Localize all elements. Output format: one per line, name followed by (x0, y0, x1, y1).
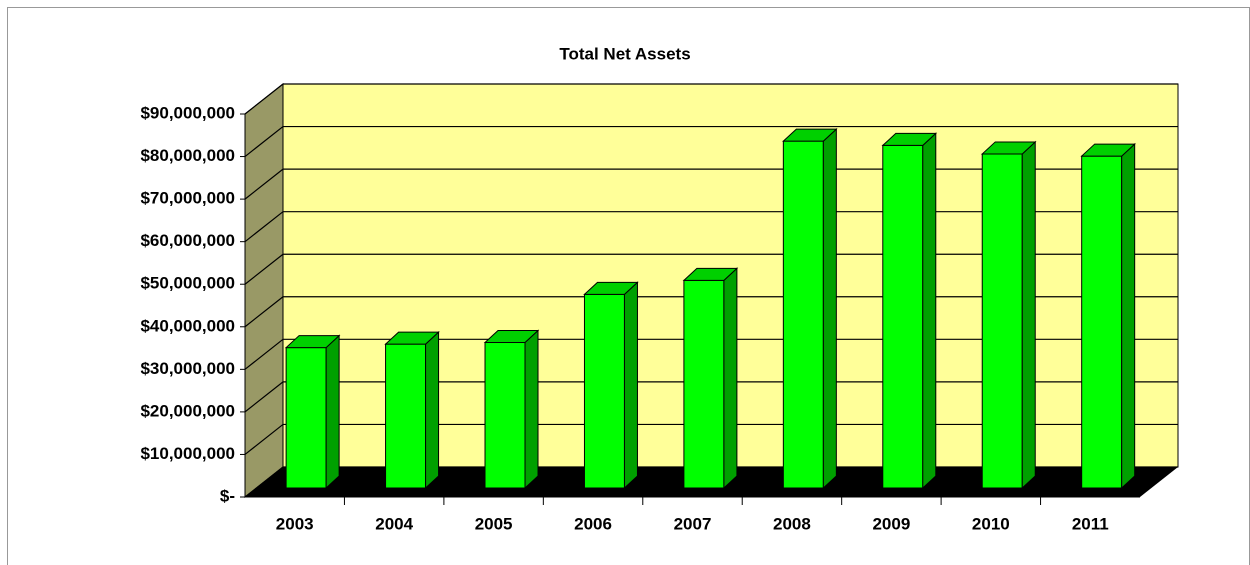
bar-front (981, 153, 1023, 489)
y-tick-label: $70,000,000 (140, 189, 235, 208)
bar (682, 267, 739, 490)
grid-line (244, 253, 1178, 285)
bar (980, 140, 1037, 490)
bar-side (822, 128, 837, 490)
bar (583, 281, 639, 490)
x-tick-label: 2009 (872, 514, 910, 533)
bar-front (1081, 155, 1123, 489)
y-tick-label: $- (220, 486, 235, 505)
x-tick-label: 2007 (674, 514, 712, 533)
grid-line (244, 168, 1178, 200)
y-tick-label: $20,000,000 (140, 401, 235, 420)
bar-side (623, 281, 638, 490)
grid-line (244, 83, 1178, 115)
bar (1080, 142, 1136, 490)
y-tick-label: $90,000,000 (140, 103, 235, 122)
bar (284, 334, 341, 490)
bar (483, 329, 540, 490)
grid-line (244, 125, 1178, 158)
bar-top (1080, 143, 1136, 157)
bar-side (524, 329, 539, 490)
bar-front (583, 293, 625, 489)
bar-side (922, 132, 937, 490)
y-tick-label: $50,000,000 (140, 274, 235, 293)
bar-top (881, 132, 938, 146)
bar-top (284, 335, 341, 349)
bar-front (683, 279, 725, 489)
bar-side (723, 267, 738, 490)
bar-front (285, 347, 327, 489)
bar-top (384, 331, 440, 345)
bar-side (1121, 142, 1136, 490)
bar-front (484, 341, 526, 489)
x-tick-label: 2011 (1072, 514, 1109, 533)
x-tick-label: 2005 (475, 514, 513, 533)
grid-line (244, 423, 1178, 455)
bar-top (980, 141, 1037, 155)
bar-front (782, 140, 824, 489)
bar-side (1021, 140, 1036, 490)
grid-line (244, 338, 1178, 370)
x-tick-label: 2006 (574, 514, 612, 533)
bar-top (782, 128, 838, 142)
bar (782, 128, 838, 490)
chart-title: Total Net Assets (559, 44, 690, 63)
x-tick-label: 2003 (276, 514, 314, 533)
x-tick-label: 2008 (773, 514, 811, 533)
bar (881, 132, 938, 490)
y-tick-label: $80,000,000 (140, 146, 235, 165)
bar-side (425, 331, 440, 490)
bar-front (385, 343, 427, 489)
bar (384, 331, 440, 490)
y-tick-label: $30,000,000 (140, 359, 235, 378)
bar-front (882, 144, 924, 489)
x-tick-label: 2004 (375, 514, 413, 533)
y-tick-label: $10,000,000 (140, 444, 235, 463)
x-tick-label: 2010 (972, 514, 1010, 533)
bar-top (583, 281, 639, 295)
side-wall (244, 82, 284, 499)
bar-top (682, 267, 739, 281)
grid-line (244, 296, 1178, 328)
bar-top (483, 329, 540, 343)
y-tick-label: $40,000,000 (140, 316, 235, 335)
bar-side (325, 334, 340, 490)
grid-line (244, 211, 1178, 243)
y-tick-label: $60,000,000 (140, 231, 235, 250)
grid-line (244, 381, 1178, 413)
